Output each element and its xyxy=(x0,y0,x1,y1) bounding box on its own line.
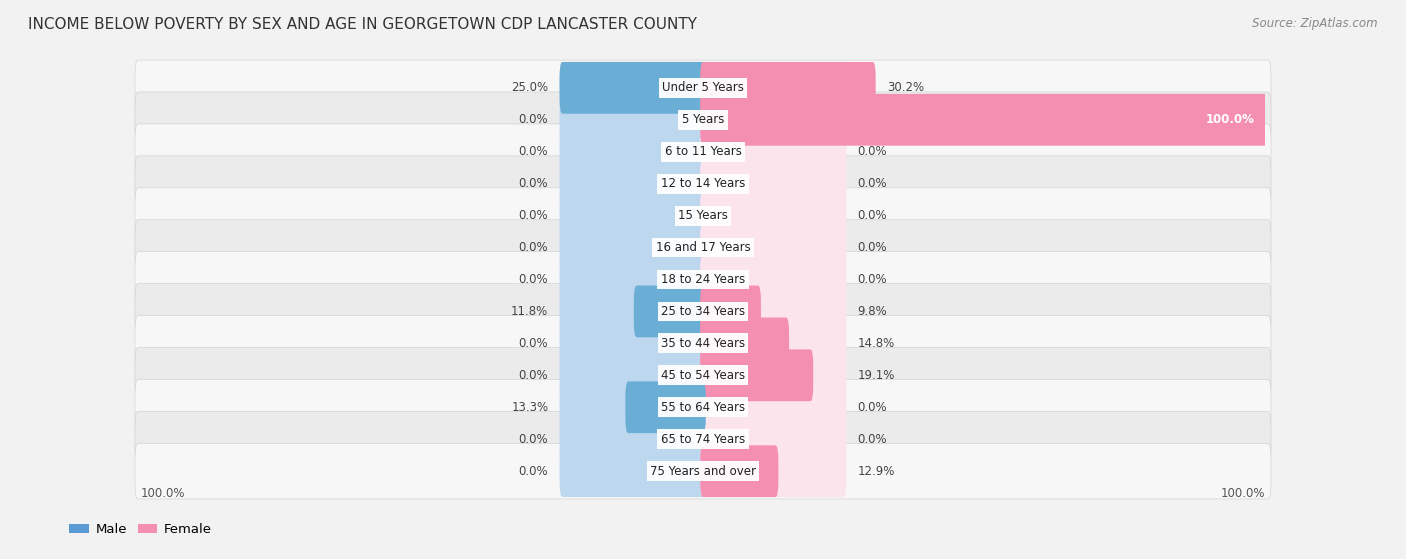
Text: 12 to 14 Years: 12 to 14 Years xyxy=(661,177,745,190)
FancyBboxPatch shape xyxy=(700,158,846,210)
FancyBboxPatch shape xyxy=(560,254,706,305)
FancyBboxPatch shape xyxy=(135,188,1271,243)
Text: 18 to 24 Years: 18 to 24 Years xyxy=(661,273,745,286)
FancyBboxPatch shape xyxy=(700,62,846,113)
Text: 14.8%: 14.8% xyxy=(858,337,894,350)
FancyBboxPatch shape xyxy=(560,413,706,465)
FancyBboxPatch shape xyxy=(135,380,1271,435)
FancyBboxPatch shape xyxy=(135,92,1271,148)
FancyBboxPatch shape xyxy=(135,252,1271,307)
FancyBboxPatch shape xyxy=(560,222,706,273)
FancyBboxPatch shape xyxy=(700,222,846,273)
FancyBboxPatch shape xyxy=(560,62,706,113)
FancyBboxPatch shape xyxy=(135,283,1271,339)
FancyBboxPatch shape xyxy=(560,381,706,433)
FancyBboxPatch shape xyxy=(135,220,1271,276)
FancyBboxPatch shape xyxy=(700,349,846,401)
FancyBboxPatch shape xyxy=(634,286,706,337)
FancyBboxPatch shape xyxy=(560,318,706,369)
FancyBboxPatch shape xyxy=(626,381,706,433)
FancyBboxPatch shape xyxy=(700,446,779,497)
FancyBboxPatch shape xyxy=(700,446,846,497)
Text: 30.2%: 30.2% xyxy=(887,82,924,94)
FancyBboxPatch shape xyxy=(560,286,706,337)
Text: 25.0%: 25.0% xyxy=(512,82,548,94)
Text: 0.0%: 0.0% xyxy=(519,273,548,286)
Text: 75 Years and over: 75 Years and over xyxy=(650,465,756,477)
Text: 0.0%: 0.0% xyxy=(519,369,548,382)
FancyBboxPatch shape xyxy=(700,94,1268,146)
FancyBboxPatch shape xyxy=(700,286,761,337)
Text: 19.1%: 19.1% xyxy=(858,369,896,382)
Text: 0.0%: 0.0% xyxy=(519,241,548,254)
FancyBboxPatch shape xyxy=(135,443,1271,499)
Text: 0.0%: 0.0% xyxy=(519,177,548,190)
Text: 0.0%: 0.0% xyxy=(858,177,887,190)
Text: INCOME BELOW POVERTY BY SEX AND AGE IN GEORGETOWN CDP LANCASTER COUNTY: INCOME BELOW POVERTY BY SEX AND AGE IN G… xyxy=(28,17,697,32)
FancyBboxPatch shape xyxy=(700,381,846,433)
Text: 0.0%: 0.0% xyxy=(519,337,548,350)
FancyBboxPatch shape xyxy=(700,62,876,113)
Text: Source: ZipAtlas.com: Source: ZipAtlas.com xyxy=(1253,17,1378,30)
Text: 0.0%: 0.0% xyxy=(858,433,887,446)
FancyBboxPatch shape xyxy=(560,190,706,241)
FancyBboxPatch shape xyxy=(135,316,1271,371)
Text: 55 to 64 Years: 55 to 64 Years xyxy=(661,401,745,414)
FancyBboxPatch shape xyxy=(700,413,846,465)
Text: Under 5 Years: Under 5 Years xyxy=(662,82,744,94)
FancyBboxPatch shape xyxy=(700,286,846,337)
FancyBboxPatch shape xyxy=(135,411,1271,467)
Text: 100.0%: 100.0% xyxy=(141,487,186,500)
Text: 25 to 34 Years: 25 to 34 Years xyxy=(661,305,745,318)
FancyBboxPatch shape xyxy=(700,94,846,146)
Text: 35 to 44 Years: 35 to 44 Years xyxy=(661,337,745,350)
FancyBboxPatch shape xyxy=(700,254,846,305)
FancyBboxPatch shape xyxy=(560,126,706,178)
FancyBboxPatch shape xyxy=(135,124,1271,179)
Text: 0.0%: 0.0% xyxy=(519,433,548,446)
FancyBboxPatch shape xyxy=(700,318,789,369)
Text: 0.0%: 0.0% xyxy=(858,401,887,414)
Text: 0.0%: 0.0% xyxy=(519,113,548,126)
Text: 100.0%: 100.0% xyxy=(1220,487,1265,500)
Text: 12.9%: 12.9% xyxy=(858,465,896,477)
FancyBboxPatch shape xyxy=(560,158,706,210)
FancyBboxPatch shape xyxy=(135,60,1271,116)
Text: 16 and 17 Years: 16 and 17 Years xyxy=(655,241,751,254)
Text: 0.0%: 0.0% xyxy=(858,241,887,254)
Text: 65 to 74 Years: 65 to 74 Years xyxy=(661,433,745,446)
Text: 0.0%: 0.0% xyxy=(519,209,548,222)
Text: 0.0%: 0.0% xyxy=(858,209,887,222)
Text: 0.0%: 0.0% xyxy=(519,465,548,477)
FancyBboxPatch shape xyxy=(700,318,846,369)
FancyBboxPatch shape xyxy=(700,190,846,241)
FancyBboxPatch shape xyxy=(135,348,1271,403)
Text: 0.0%: 0.0% xyxy=(519,145,548,158)
Text: 0.0%: 0.0% xyxy=(858,145,887,158)
Legend: Male, Female: Male, Female xyxy=(63,518,218,541)
FancyBboxPatch shape xyxy=(560,94,706,146)
FancyBboxPatch shape xyxy=(560,446,706,497)
Text: 0.0%: 0.0% xyxy=(858,273,887,286)
Text: 15 Years: 15 Years xyxy=(678,209,728,222)
FancyBboxPatch shape xyxy=(135,156,1271,211)
Text: 11.8%: 11.8% xyxy=(512,305,548,318)
FancyBboxPatch shape xyxy=(560,62,706,113)
Text: 13.3%: 13.3% xyxy=(512,401,548,414)
FancyBboxPatch shape xyxy=(700,126,846,178)
FancyBboxPatch shape xyxy=(700,349,813,401)
Text: 6 to 11 Years: 6 to 11 Years xyxy=(665,145,741,158)
Text: 5 Years: 5 Years xyxy=(682,113,724,126)
FancyBboxPatch shape xyxy=(560,349,706,401)
Text: 9.8%: 9.8% xyxy=(858,305,887,318)
Text: 45 to 54 Years: 45 to 54 Years xyxy=(661,369,745,382)
Text: 100.0%: 100.0% xyxy=(1205,113,1254,126)
